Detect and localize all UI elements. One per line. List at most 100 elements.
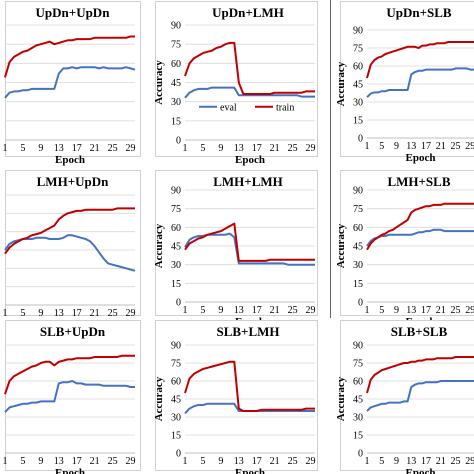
chart-title: SLB+SLB	[391, 324, 448, 339]
y-axis-label: Accuracy	[153, 60, 165, 105]
x-tick-label: 9	[218, 143, 223, 154]
y-tick-label: 45	[353, 395, 363, 406]
y-tick-label: 60	[353, 223, 363, 234]
x-tick-label: 29	[126, 143, 136, 154]
x-tick-label: 13	[234, 456, 244, 467]
x-tick-label: 29	[306, 143, 316, 154]
x-tick-label: 9	[218, 456, 223, 467]
chart-frame	[340, 320, 474, 471]
x-tick-label: 1	[3, 308, 8, 319]
x-tick-label: 29	[306, 305, 316, 316]
y-tick-label: 0	[176, 449, 181, 460]
y-axis-label: Accuracy	[153, 223, 165, 268]
y-tick-label: 75	[353, 204, 363, 215]
x-tick-label: 29	[126, 308, 136, 319]
x-tick-label: 29	[465, 456, 474, 467]
x-tick-label: 21	[90, 143, 100, 154]
chart-frame	[5, 170, 141, 316]
chart-panel: UpDn+UpDn 1 5 9 13 17 21 25 29 Epoch	[3, 1, 141, 166]
x-tick-label: 1	[365, 305, 370, 316]
x-axis-label: Epoch	[55, 154, 85, 166]
x-tick-label: 25	[108, 308, 118, 319]
y-tick-label: 15	[171, 279, 181, 290]
legend-label: eval	[220, 102, 237, 113]
x-tick-label: 21	[90, 308, 100, 319]
y-tick-label: 30	[171, 260, 181, 271]
y-tick-label: 0	[358, 298, 363, 309]
x-tick-label: 17	[421, 305, 431, 316]
x-tick-label: 5	[379, 305, 384, 316]
y-tick-label: 45	[171, 395, 181, 406]
x-tick-label: 13	[406, 141, 416, 152]
x-axis-label: Epoch	[235, 154, 265, 166]
chart-title: SLB+LMH	[216, 324, 279, 339]
chart-frame	[5, 320, 141, 471]
y-tick-label: 30	[353, 413, 363, 424]
chart-title: LMH+SLB	[387, 174, 450, 189]
chart-frame	[155, 320, 318, 471]
chart-panel: LMH+SLB01530456075901591317212529EpochAc…	[335, 170, 474, 328]
x-tick-label: 9	[394, 456, 399, 467]
chart-frame	[155, 1, 318, 157]
x-axis-label: Epoch	[235, 467, 265, 474]
y-axis-label: Accuracy	[335, 61, 347, 106]
y-tick-label: 90	[353, 26, 363, 37]
x-tick-label: 1	[3, 456, 8, 467]
series-line-eval	[366, 228, 474, 247]
series-line-train	[4, 207, 135, 255]
x-tick-label: 9	[394, 141, 399, 152]
x-tick-label: 17	[252, 456, 262, 467]
y-tick-label: 30	[171, 413, 181, 424]
x-axis-label: Epoch	[406, 152, 436, 164]
x-tick-label: 25	[288, 456, 298, 467]
x-tick-label: 25	[451, 305, 461, 316]
x-tick-label: 1	[183, 305, 188, 316]
y-tick-label: 15	[353, 431, 363, 442]
chart-panel: LMH+LMH01530456075901591317212529EpochAc…	[153, 170, 318, 328]
x-tick-label: 25	[108, 456, 118, 467]
chart-title: UpDn+SLB	[386, 5, 452, 20]
y-tick-label: 60	[171, 223, 181, 234]
y-tick-label: 0	[358, 449, 363, 460]
y-tick-label: 60	[171, 59, 181, 70]
y-axis-label: Accuracy	[153, 376, 165, 421]
y-tick-label: 60	[353, 62, 363, 73]
series-line-train	[366, 41, 474, 79]
legend-label: train	[276, 102, 294, 113]
x-tick-label: 9	[218, 305, 223, 316]
y-tick-label: 45	[353, 242, 363, 253]
chart-frame	[340, 1, 474, 157]
y-axis-label: Accuracy	[335, 376, 347, 421]
x-tick-label: 13	[234, 305, 244, 316]
x-tick-label: 13	[406, 456, 416, 467]
x-tick-label: 29	[126, 456, 136, 467]
chart-title: UpDn+UpDn	[36, 5, 111, 20]
x-tick-label: 1	[365, 141, 370, 152]
x-tick-label: 25	[288, 143, 298, 154]
x-tick-label: 9	[394, 305, 399, 316]
y-tick-label: 90	[171, 21, 181, 32]
y-axis-label: Accuracy	[335, 223, 347, 268]
x-tick-label: 25	[108, 143, 118, 154]
x-tick-label: 17	[252, 143, 262, 154]
x-tick-label: 5	[20, 143, 25, 154]
chart-panel: SLB+UpDn 1 5 9 13 17 21 25 29 Epoch	[3, 320, 141, 474]
x-tick-label: 5	[379, 456, 384, 467]
x-tick-label: 21	[270, 143, 280, 154]
x-tick-label: 13	[54, 143, 64, 154]
series-line-eval	[366, 67, 474, 98]
chart-frame	[5, 1, 141, 157]
chart-title: UpDn+LMH	[212, 5, 284, 20]
x-tick-label: 13	[54, 308, 64, 319]
y-tick-label: 0	[358, 134, 363, 145]
y-tick-label: 75	[353, 44, 363, 55]
x-tick-label: 17	[72, 143, 82, 154]
series-line-eval	[4, 66, 136, 99]
x-tick-label: 29	[465, 305, 474, 316]
x-tick-label: 1	[183, 456, 188, 467]
x-tick-label: 1	[183, 143, 188, 154]
y-tick-label: 0	[176, 298, 181, 309]
